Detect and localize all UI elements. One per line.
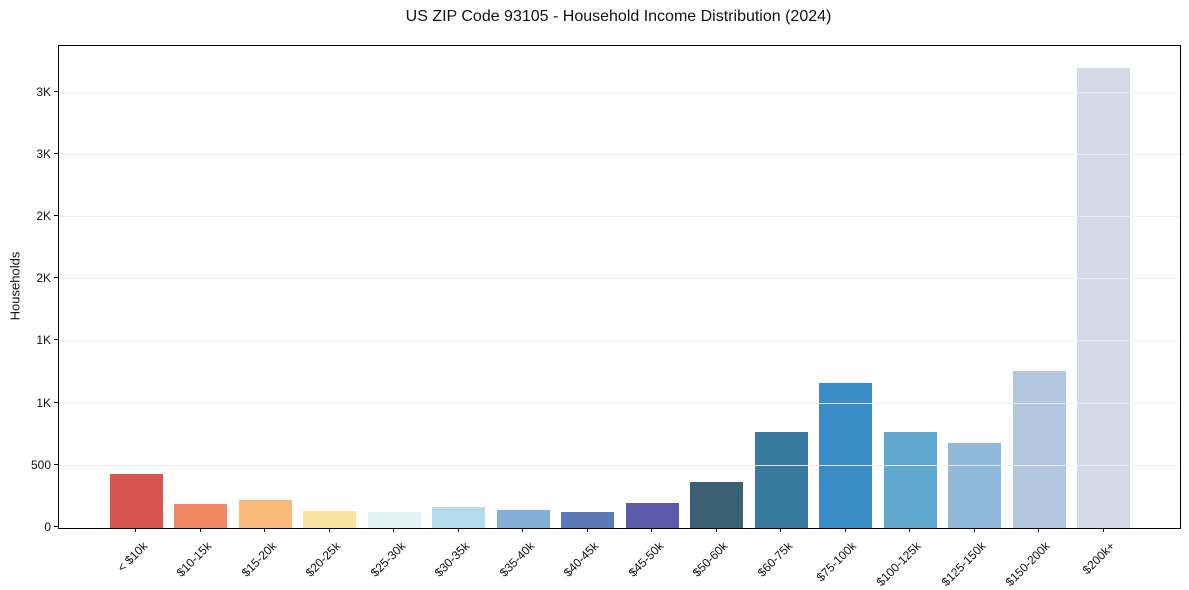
y-tick-label: 500 — [30, 457, 51, 472]
x-tick-label: $35-40k — [496, 539, 537, 580]
x-tick-label: $10-15k — [173, 539, 215, 580]
x-tick-mark — [393, 528, 394, 532]
x-axis-tick-labels: < $10k $10-15k $15-20k $20-25k $25-30k $30-35… — [58, 533, 1179, 590]
x-tick-mark — [973, 528, 975, 532]
bar — [109, 473, 163, 528]
bar — [1012, 371, 1066, 528]
x-tick-label: $15-20k — [238, 539, 279, 580]
y-tick-label: 0 — [44, 520, 51, 534]
gridline — [59, 91, 1180, 93]
bar — [367, 511, 421, 528]
y-tick-label: 3K — [36, 84, 51, 99]
x-tick-label: $150-200k — [1002, 539, 1053, 590]
bar — [432, 506, 485, 528]
y-tick-label: 1K — [36, 395, 51, 410]
x-tick-label: $100-125k — [873, 539, 924, 590]
bar — [1077, 67, 1130, 528]
x-tick-label: $45-50k — [625, 539, 666, 580]
bar — [819, 382, 872, 528]
y-tick-mark — [54, 526, 58, 527]
gridline — [59, 464, 1180, 466]
x-tick-label: $50-60k — [689, 539, 731, 580]
y-tick-mark — [54, 339, 58, 341]
x-tick-mark — [780, 528, 781, 532]
bar — [496, 510, 550, 528]
x-tick-label: < $10k — [114, 539, 150, 575]
x-tick-mark — [651, 528, 652, 532]
y-axis-tick-labels: 0 500 1K 1K 2K 2K 3K 3K — [0, 45, 51, 534]
x-tick-label: $200k+ — [1079, 539, 1118, 577]
bar — [625, 503, 679, 528]
x-tick-label: $25-30k — [367, 539, 408, 580]
x-axis-tick-marks — [58, 527, 1179, 532]
x-tick-mark — [586, 528, 588, 532]
bar — [883, 432, 937, 528]
y-tick-label: 3K — [36, 146, 51, 161]
x-tick-mark — [135, 528, 136, 532]
x-tick-mark — [264, 528, 265, 532]
bar — [174, 504, 227, 528]
y-tick-mark — [54, 152, 58, 154]
gridline — [59, 278, 1180, 280]
y-tick-label: 2K — [36, 209, 51, 223]
y-tick-label: 1K — [36, 333, 51, 348]
y-tick-mark — [54, 401, 58, 403]
x-tick-mark — [1102, 528, 1104, 532]
gridline — [59, 216, 1180, 217]
y-tick-mark — [54, 215, 58, 216]
chart-title: US ZIP Code 93105 - Household Income Dis… — [405, 8, 832, 25]
x-tick-mark — [844, 528, 846, 532]
gridline — [59, 340, 1180, 342]
x-tick-label: $20-25k — [302, 539, 344, 580]
bar — [303, 511, 356, 528]
bar — [238, 500, 292, 528]
bar — [754, 431, 808, 528]
y-tick-mark — [54, 90, 58, 92]
gridline — [59, 153, 1180, 155]
x-tick-mark — [328, 528, 330, 532]
y-tick-mark — [54, 277, 58, 279]
bar — [561, 511, 614, 528]
y-tick-mark — [54, 463, 58, 465]
bar — [690, 482, 743, 528]
x-tick-mark — [1038, 528, 1039, 532]
gridline — [59, 402, 1180, 404]
x-tick-mark — [522, 528, 523, 532]
x-tick-label: $125-150k — [938, 539, 989, 590]
x-tick-mark — [909, 528, 910, 532]
bar — [948, 443, 1001, 528]
y-tick-label: 2K — [36, 271, 51, 286]
x-tick-mark — [199, 528, 201, 532]
x-tick-label: $40-45k — [560, 539, 602, 580]
x-tick-mark — [457, 528, 459, 532]
x-tick-mark — [715, 528, 717, 532]
x-tick-label: $60-75k — [754, 539, 795, 580]
x-tick-label: $75-100k — [814, 539, 860, 585]
y-axis-tick-marks — [54, 45, 58, 527]
plot-area — [58, 45, 1181, 529]
x-tick-label: $30-35k — [431, 539, 473, 580]
